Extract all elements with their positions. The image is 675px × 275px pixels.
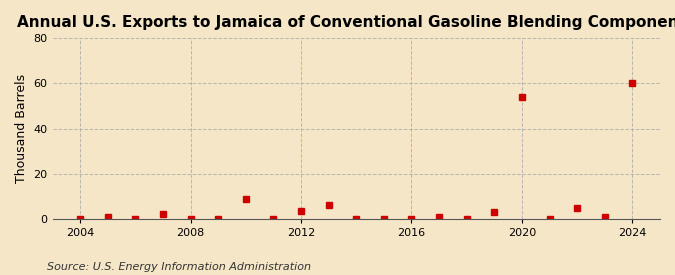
Title: Annual U.S. Exports to Jamaica of Conventional Gasoline Blending Components: Annual U.S. Exports to Jamaica of Conven… (18, 15, 675, 30)
Y-axis label: Thousand Barrels: Thousand Barrels (15, 74, 28, 183)
Text: Source: U.S. Energy Information Administration: Source: U.S. Energy Information Administ… (47, 262, 311, 271)
